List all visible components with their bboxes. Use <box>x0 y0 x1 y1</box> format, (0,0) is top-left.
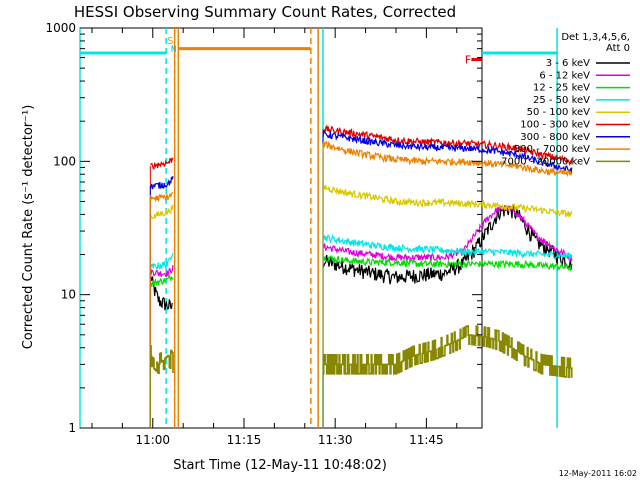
plot-frame <box>79 27 483 429</box>
legend-entry-label: 800 - 7000 keV <box>514 144 590 155</box>
plot-area: SN F <box>79 27 573 429</box>
y-tick-label: 1 <box>68 421 76 435</box>
y-tick-label: 100 <box>53 154 76 168</box>
legend-header: Att 0 <box>606 43 630 54</box>
series-1 <box>322 204 573 428</box>
series-line <box>149 176 174 190</box>
series-line <box>149 204 174 221</box>
series-line <box>322 325 573 379</box>
series-line <box>150 157 174 170</box>
series-line <box>322 130 573 174</box>
legend-entry-label: 7000 - 20000 keV <box>501 156 590 167</box>
chart-title: HESSI Observing Summary Count Rates, Cor… <box>74 3 456 21</box>
series-4 <box>322 233 573 428</box>
x-axis-label: Start Time (12-May-11 10:48:02) <box>173 458 387 473</box>
series-line <box>149 265 174 278</box>
legend-entry-label: 100 - 300 keV <box>520 120 590 131</box>
series-7 <box>322 130 573 428</box>
series-line <box>322 204 573 285</box>
series-line <box>149 272 173 311</box>
series-8 <box>322 140 573 428</box>
series-line <box>322 204 573 264</box>
series-5 <box>322 183 573 428</box>
series-line <box>322 183 573 218</box>
series-2 <box>322 204 573 428</box>
x-tick-label: 11:15 <box>227 433 262 447</box>
timestamp-stamp: 12-May-2011 16:02 <box>559 469 637 478</box>
y-axis-label: Corrected Count Rate (s⁻¹ detector⁻¹) <box>21 105 36 350</box>
series-5 <box>149 204 174 428</box>
series-line <box>149 253 174 271</box>
y-tick-label: 1000 <box>45 21 76 35</box>
y-axis: 1 10 100 1000 <box>45 21 482 435</box>
x-tick-label: 11:30 <box>318 433 353 447</box>
x-tick-label: 11:00 <box>135 433 170 447</box>
legend-entry-label: 50 - 100 keV <box>527 107 591 118</box>
series-9 <box>149 345 174 428</box>
x-axis: 11:00 11:15 11:30 11:45 <box>91 28 458 447</box>
series-line <box>322 233 573 260</box>
y-tick-label: 10 <box>61 288 76 302</box>
x-tick-label: 11:45 <box>409 433 444 447</box>
series-1 <box>149 272 173 428</box>
legend-entry-label: 300 - 800 keV <box>520 132 590 143</box>
series-9 <box>322 325 573 428</box>
legend-header: Det 1,3,4,5,6, <box>561 32 630 43</box>
series-line <box>149 274 174 287</box>
series-3 <box>149 274 174 428</box>
saa-marker-label: S <box>167 36 173 47</box>
flare-marker-label: F <box>465 54 472 67</box>
legend-entry-label: 3 - 6 keV <box>546 58 590 69</box>
series-8 <box>149 192 174 428</box>
series-line <box>149 192 174 203</box>
legend-entry-label: 25 - 50 keV <box>533 95 590 106</box>
series-line <box>322 254 573 272</box>
night-marker-label: N <box>171 45 176 55</box>
legend-entry-label: 6 - 12 keV <box>539 70 590 81</box>
series-line <box>322 140 573 178</box>
legend-entry-label: 12 - 25 keV <box>533 83 590 94</box>
series-line <box>150 345 174 375</box>
